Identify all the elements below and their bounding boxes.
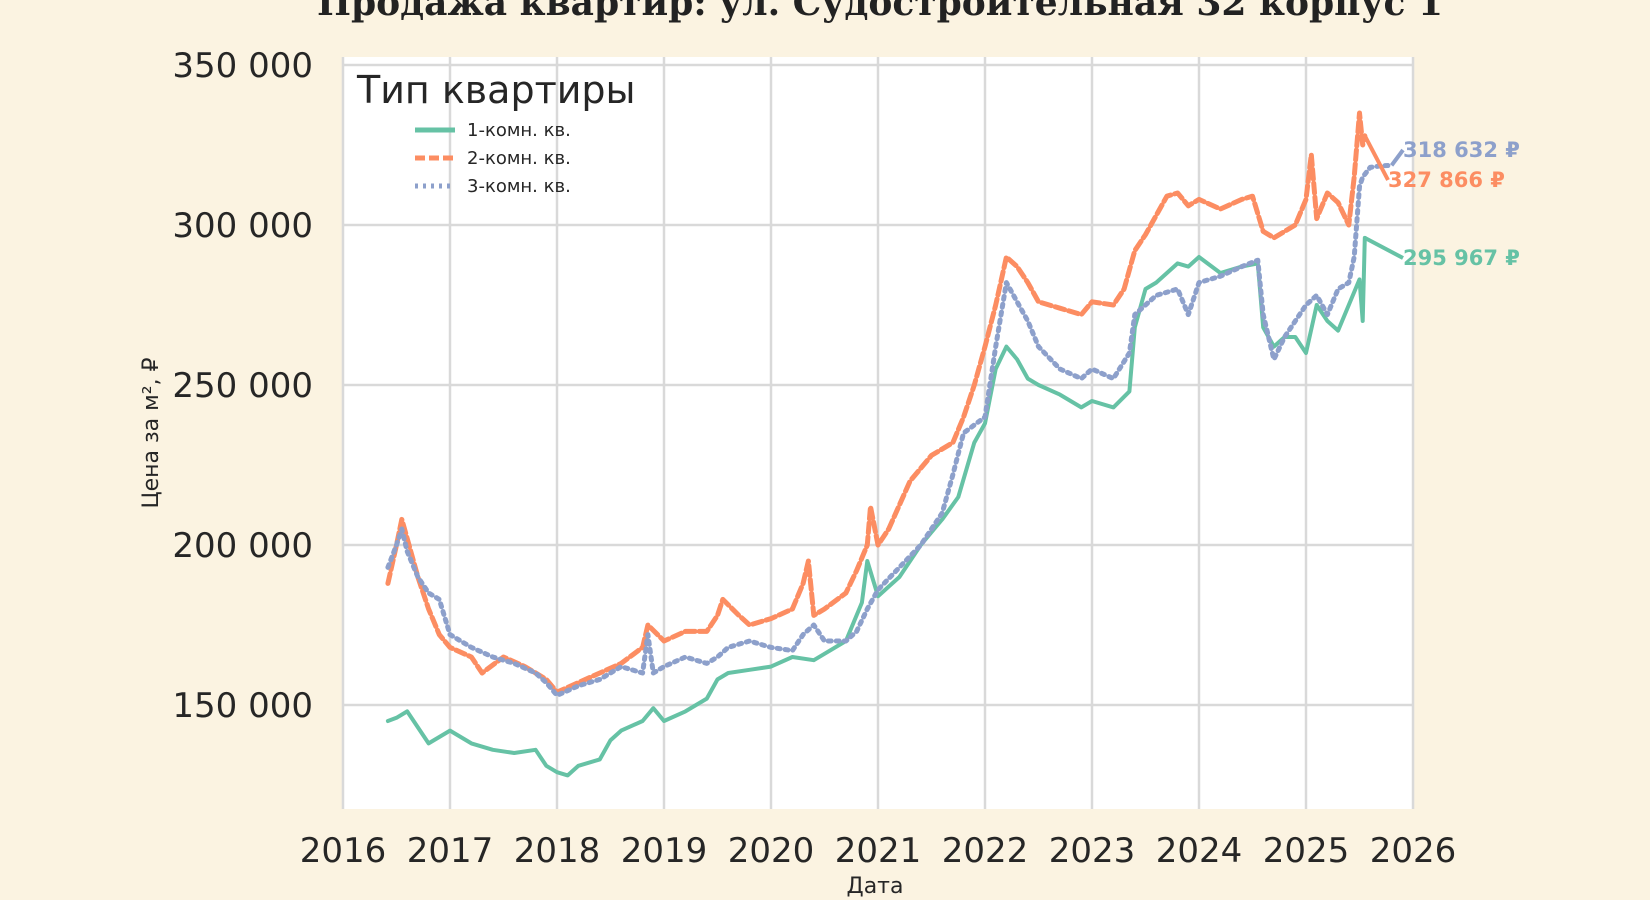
- y-tick-label: 300 000: [172, 206, 313, 246]
- end-labels: 318 632 ₽ 327 866 ₽ 295 967 ₽: [1388, 138, 1520, 270]
- end-label-arrow: [1363, 134, 1390, 181]
- x-tick-label: 2021: [835, 831, 922, 871]
- x-tick-label: 2017: [407, 831, 494, 871]
- series-layer: [385, 110, 1395, 778]
- end-value-label: 295 967 ₽: [1403, 246, 1520, 270]
- x-tick-label: 2024: [1156, 831, 1243, 871]
- x-tick-label: 2018: [514, 831, 601, 871]
- x-axis-ticks: 2016 2017 2018 2019 2020 2021 2022 2023 2024 2025…: [300, 831, 1457, 871]
- x-tick-label: 2016: [300, 831, 387, 871]
- legend-label: 1-комн. кв.: [467, 120, 571, 141]
- end-value-label: 318 632 ₽: [1403, 138, 1520, 162]
- y-axis-label: Цена за м², ₽: [139, 357, 164, 508]
- x-tick-label: 2019: [621, 831, 708, 871]
- end-label-arrow: [1363, 236, 1404, 260]
- chart-title: Продажа квартир: ул. Судостроительная 32…: [317, 0, 1443, 24]
- legend-label: 3-комн. кв.: [467, 176, 571, 197]
- legend: Тип квартиры 1-комн. кв. 2-комн. кв. 3-ком…: [356, 68, 636, 197]
- series-line: [385, 162, 1395, 698]
- end-arrows: [1363, 134, 1405, 260]
- x-axis-label: Дата: [847, 874, 904, 899]
- end-value-label: 327 866 ₽: [1388, 168, 1505, 192]
- grid-lines: [341, 57, 1415, 809]
- y-tick-label: 350 000: [172, 46, 313, 86]
- end-label-arrow: [1389, 148, 1405, 167]
- x-tick-label: 2023: [1049, 831, 1136, 871]
- x-tick-label: 2026: [1370, 831, 1457, 871]
- legend-title: Тип квартиры: [356, 68, 636, 112]
- y-tick-label: 150 000: [172, 686, 313, 726]
- x-tick-label: 2025: [1263, 831, 1350, 871]
- x-tick-label: 2020: [728, 831, 815, 871]
- y-axis-ticks: 150 000 200 000 250 000 300 000 350 000: [172, 46, 313, 726]
- x-tick-label: 2022: [942, 831, 1029, 871]
- y-tick-label: 200 000: [172, 526, 313, 566]
- y-tick-label: 250 000: [172, 366, 313, 406]
- legend-label: 2-комн. кв.: [467, 148, 571, 169]
